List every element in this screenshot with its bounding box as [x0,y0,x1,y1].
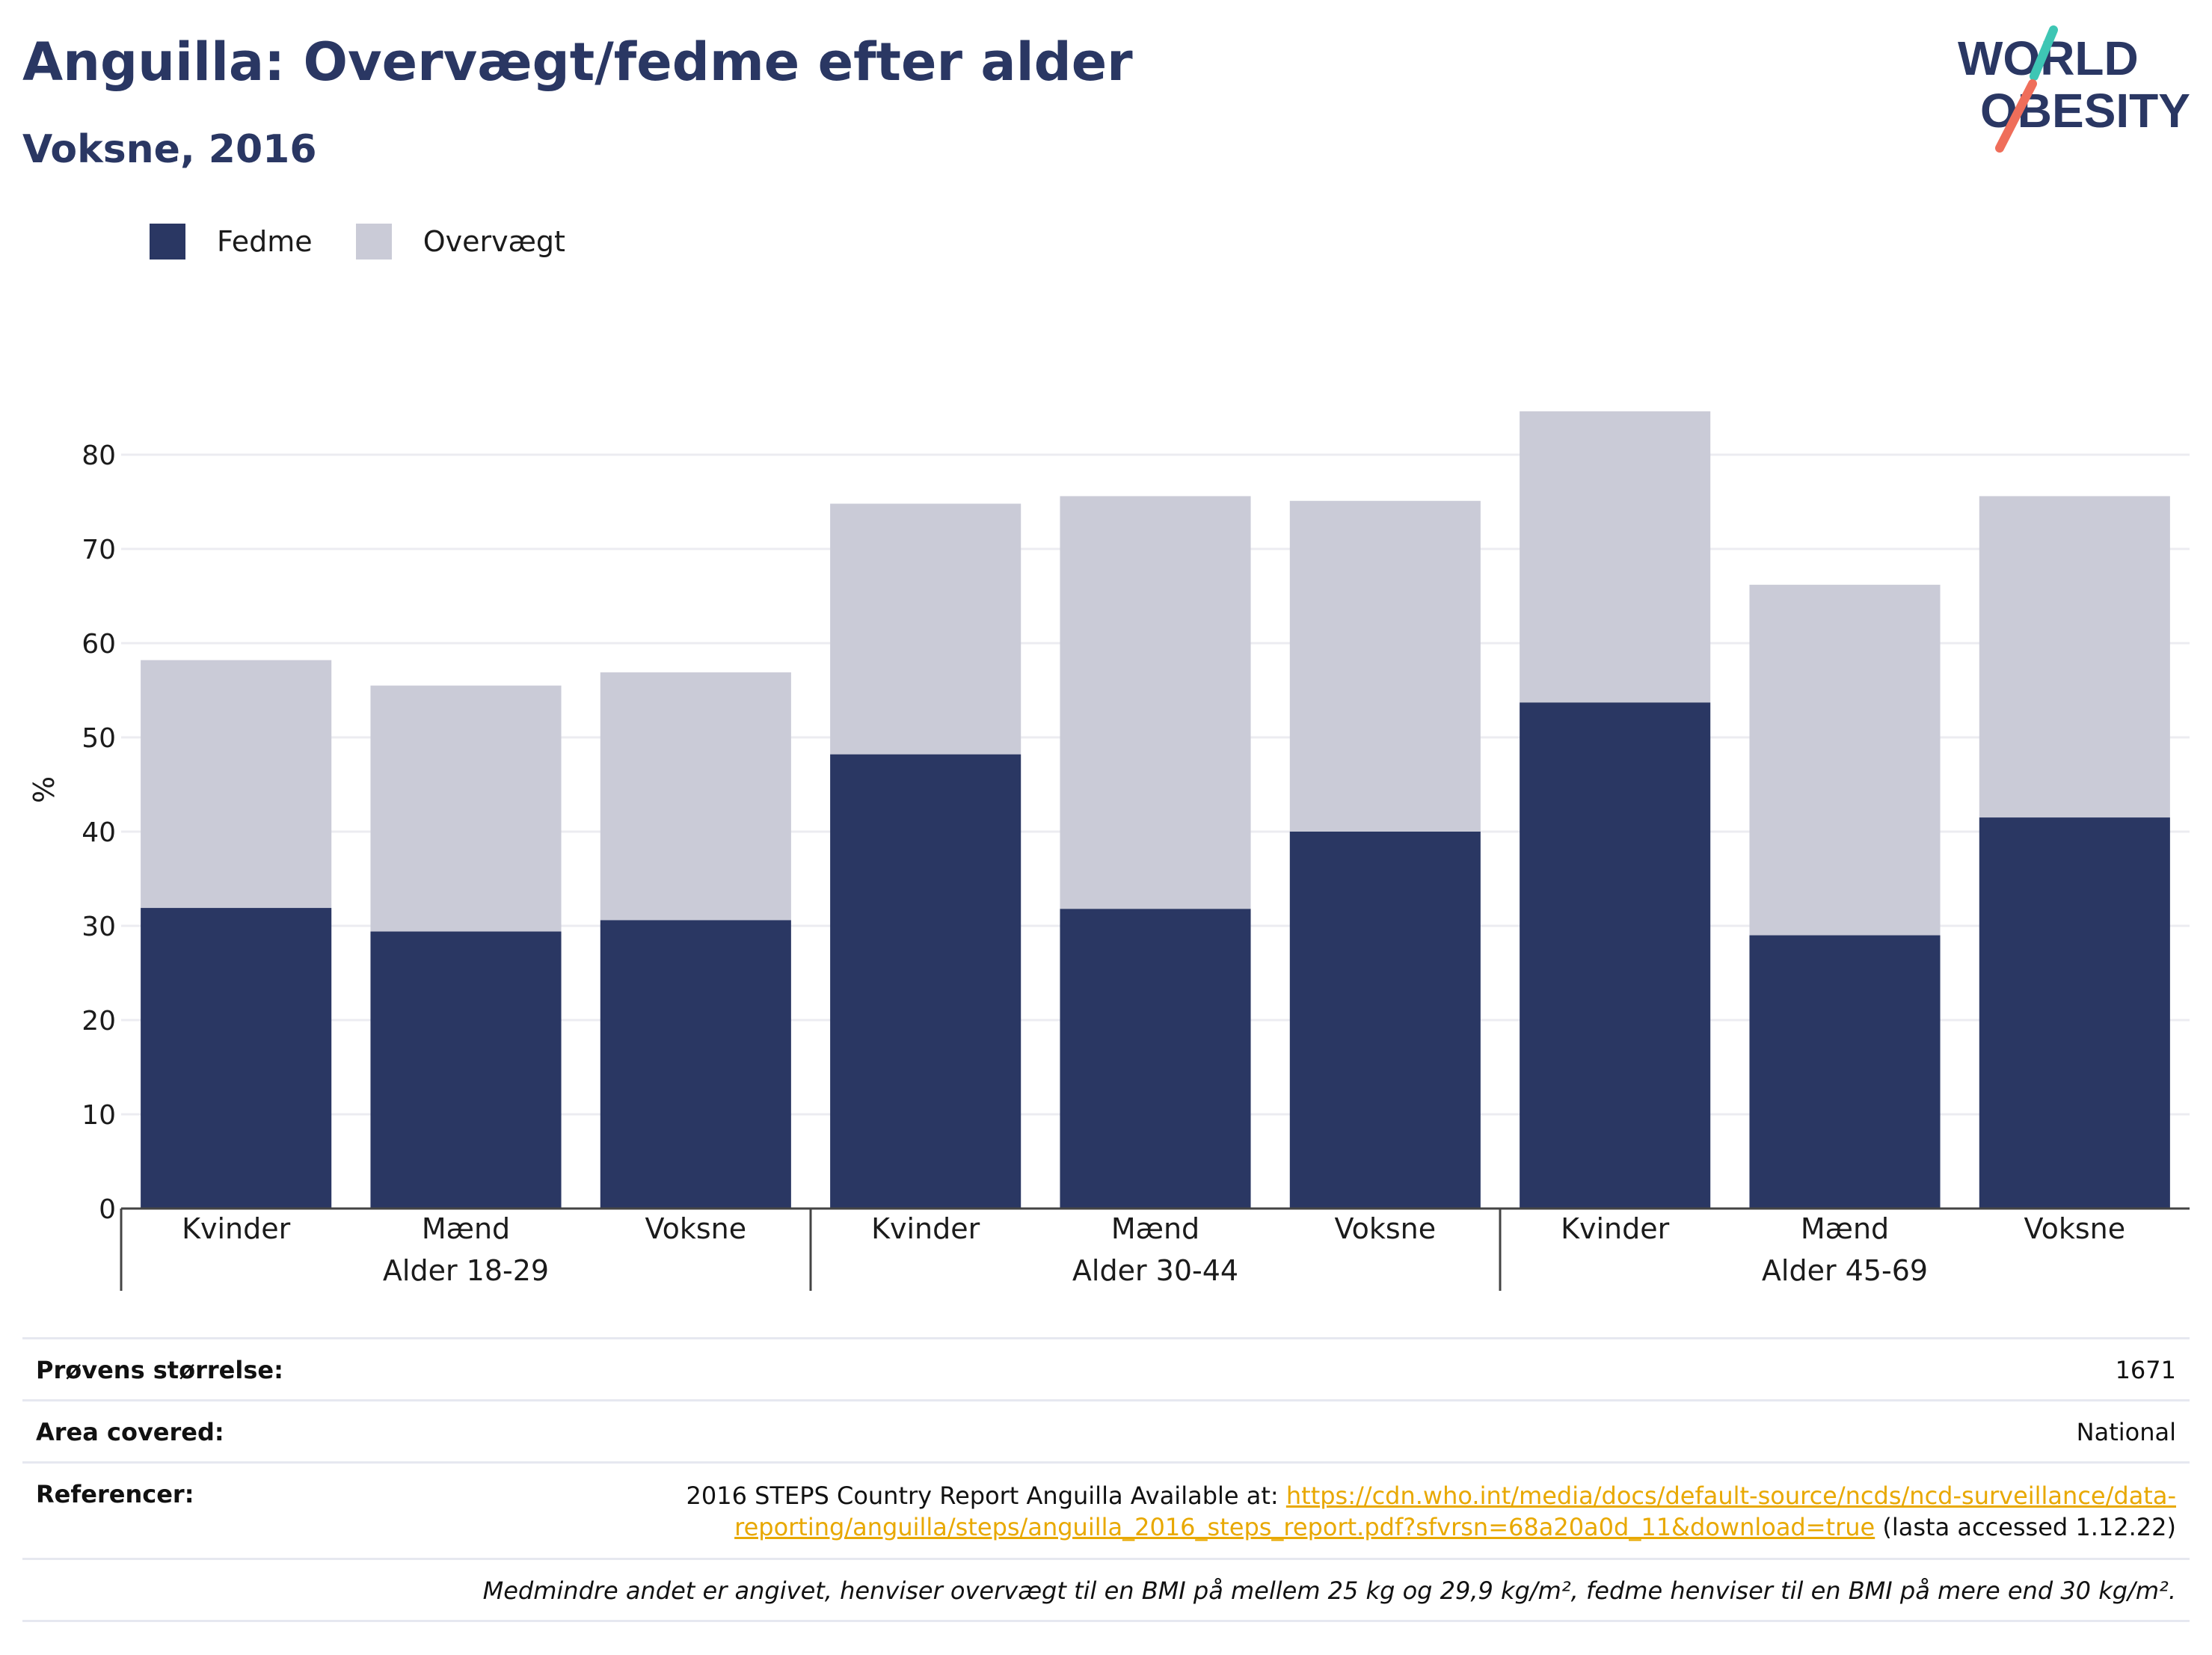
y-tick-label: 50 [82,723,116,754]
chart-title: Anguilla: Overvægt/fedme efter alder [22,31,1133,93]
bar-overvaegt [370,685,562,932]
bar-fedme [1060,909,1251,1209]
reference-text: 2016 STEPS Country Report Anguilla Avail… [686,1481,1286,1510]
reference-accessed: (lasta accessed 1.12.22) [1875,1513,2176,1541]
area-covered-value: National [2076,1418,2176,1446]
group-label: Alder 18-29 [383,1254,549,1287]
sample-size-value: 1671 [2115,1356,2176,1384]
y-tick-label: 20 [82,1006,116,1037]
reference-link-part-1[interactable]: https://cdn.who.int/media/docs/default-s… [1285,1481,2176,1510]
x-tick-label: Kvinder [182,1212,291,1245]
bar-overvaegt [141,660,332,909]
legend-swatch-fedme [150,224,185,260]
y-tick-label: 10 [82,1100,116,1131]
x-tick-label: Voksne [2024,1212,2126,1245]
y-tick-label: 0 [99,1194,116,1225]
legend-item-fedme[interactable]: Fedme [150,224,313,260]
x-tick-label: Kvinder [1561,1212,1670,1245]
bar-fedme [141,908,332,1209]
bar-overvaegt [1749,584,1941,936]
info-row-area: Area covered: National [22,1399,2190,1461]
info-row-references: Referencer: 2016 STEPS Country Report An… [22,1461,2190,1558]
legend-item-overvaegt[interactable]: Overvægt [355,224,565,260]
bar-overvaegt [1289,500,1481,832]
area-covered-label: Area covered: [36,1418,224,1446]
legend-label-fedme: Fedme [217,225,313,258]
bar-overvaegt [830,503,1021,755]
bar-fedme [1979,817,2170,1209]
group-label: Alder 30-44 [1072,1254,1238,1287]
legend-label-overvaegt: Overvægt [423,225,565,258]
chart-subtitle: Voksne, 2016 [22,127,317,172]
x-tick-label: Mænd [1111,1212,1199,1245]
x-tick-label: Kvinder [871,1212,980,1245]
bar-overvaegt [1979,496,2170,818]
world-obesity-logo: WORLD OBESITY [1958,25,2190,153]
x-tick-label: Mænd [422,1212,510,1245]
bar-fedme [1749,935,1941,1209]
reference-link-part-2[interactable]: reporting/anguilla/steps/anguilla_2016_s… [734,1513,1875,1541]
y-tick-label: 70 [82,535,116,565]
bar-overvaegt [1520,411,1711,703]
sample-size-label: Prøvens størrelse: [36,1356,283,1384]
bar-fedme [1520,702,1711,1209]
group-label: Alder 45-69 [1762,1254,1928,1287]
references-value: 2016 STEPS Country Report Anguilla Avail… [686,1480,2177,1543]
bar-fedme [370,931,562,1209]
y-tick-label: 30 [82,912,116,942]
bar-overvaegt [600,672,791,921]
x-tick-label: Voksne [645,1212,747,1245]
legend: Fedme Overvægt [150,221,609,262]
y-tick-label: 40 [82,817,116,848]
x-tick-label: Voksne [1335,1212,1437,1245]
bar-fedme [600,920,791,1209]
legend-swatch-overvaegt [355,224,392,260]
bar-fedme [830,754,1021,1209]
bar-overvaegt [1060,496,1251,909]
references-label: Referencer: [36,1480,194,1508]
y-tick-label: 60 [82,629,116,660]
bar-fedme [1289,832,1481,1209]
stacked-bar-chart: 0 10 20 30 40 50 60 70 80% Kvinder Mænd Voksne Kvind… [28,411,2190,1291]
info-row-footnote: Medmindre andet er angivet, henviser ove… [22,1558,2190,1622]
footnote: Medmindre andet er angivet, henviser ove… [482,1576,2176,1605]
info-row-sample: Prøvens størrelse: 1671 [22,1337,2190,1399]
y-tick-label: 80 [82,440,116,471]
info-table: Prøvens størrelse: 1671 Area covered: Na… [22,1337,2190,1622]
y-axis-label: % [28,776,61,803]
x-tick-label: Mænd [1801,1212,1889,1245]
